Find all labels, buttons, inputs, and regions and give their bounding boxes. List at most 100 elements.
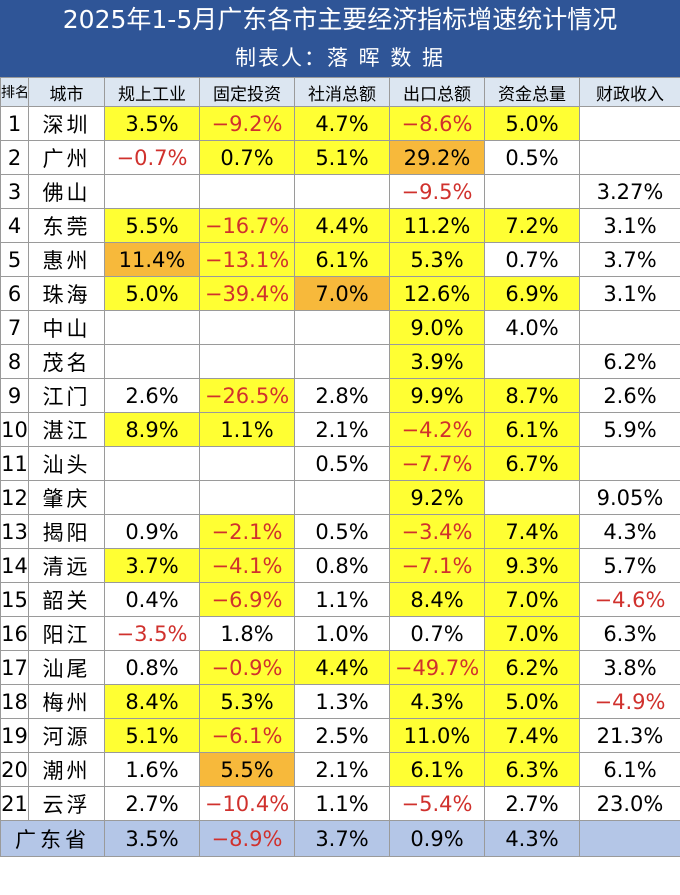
value-cell: 9.9%: [389, 378, 485, 413]
table-row: 7 中山 9.0% 4.0%: [0, 310, 680, 345]
value-cell: 2.1%: [294, 412, 390, 447]
value-cell: −39.4%: [199, 276, 295, 311]
city-cell: 阳江: [28, 616, 105, 651]
value-cell: 6.1%: [294, 242, 390, 277]
table-row: 15 韶关 0.4% −6.9% 1.1% 8.4% 7.0% −4.6%: [0, 582, 680, 617]
value-cell: [484, 174, 580, 209]
rank-cell: 1: [0, 106, 29, 141]
value-cell: [199, 344, 295, 379]
value-cell: 4.3%: [579, 514, 680, 549]
city-cell: 清远: [28, 548, 105, 583]
table-row: 5 惠州 11.4% −13.1% 6.1% 5.3% 0.7% 3.7%: [0, 242, 680, 277]
value-cell: 11.4%: [104, 242, 200, 277]
value-cell: 7.0%: [294, 276, 390, 311]
rank-cell: 7: [0, 310, 29, 345]
value-cell: 6.1%: [389, 752, 485, 787]
table-row: 17 汕尾 0.8% −0.9% 4.4% −49.7% 6.2% 3.8%: [0, 650, 680, 685]
table-row: 19 河源 5.1% −6.1% 2.5% 11.0% 7.4% 21.3%: [0, 718, 680, 753]
value-cell: 5.0%: [104, 276, 200, 311]
value-cell: 3.8%: [579, 650, 680, 685]
table-row: 9 江门 2.6% −26.5% 2.8% 9.9% 8.7% 2.6%: [0, 378, 680, 413]
value-cell: 0.5%: [294, 446, 390, 481]
value-cell: −9.2%: [199, 106, 295, 141]
value-cell: 3.7%: [579, 242, 680, 277]
value-cell: 11.0%: [389, 718, 485, 753]
value-cell: [484, 344, 580, 379]
column-header: 资金总量: [484, 77, 580, 107]
value-cell: −7.7%: [389, 446, 485, 481]
value-cell: [294, 174, 390, 209]
value-cell: 9.3%: [484, 548, 580, 583]
value-cell: 12.6%: [389, 276, 485, 311]
value-cell: 6.3%: [484, 752, 580, 787]
rank-cell: 6: [0, 276, 29, 311]
value-cell: 6.2%: [579, 344, 680, 379]
value-cell: 4.4%: [294, 650, 390, 685]
table-row: 21 云浮 2.7% −10.4% 1.1% −5.4% 2.7% 23.0%: [0, 786, 680, 821]
value-cell: [484, 480, 580, 515]
rank-cell: 21: [0, 786, 29, 821]
value-cell: 5.1%: [294, 140, 390, 175]
rank-cell: 15: [0, 582, 29, 617]
value-cell: −4.9%: [579, 684, 680, 719]
value-cell: 29.2%: [389, 140, 485, 175]
rank-cell: 5: [0, 242, 29, 277]
city-cell: 茂名: [28, 344, 105, 379]
value-cell: 0.4%: [104, 582, 200, 617]
city-cell: 湛江: [28, 412, 105, 447]
table-row: 12 肇庆 9.2% 9.05%: [0, 480, 680, 515]
table-row: 16 阳江 −3.5% 1.8% 1.0% 0.7% 7.0% 6.3%: [0, 616, 680, 651]
value-cell: 5.1%: [104, 718, 200, 753]
city-cell: 广州: [28, 140, 105, 175]
value-cell: −3.5%: [104, 616, 200, 651]
table-row: 4 东莞 5.5% −16.7% 4.4% 11.2% 7.2% 3.1%: [0, 208, 680, 243]
value-cell: 5.3%: [199, 684, 295, 719]
value-cell: 7.4%: [484, 718, 580, 753]
city-cell: 深圳: [28, 106, 105, 141]
value-cell: 2.1%: [294, 752, 390, 787]
total-value-cell: 3.7%: [294, 820, 390, 857]
city-cell: 汕头: [28, 446, 105, 481]
value-cell: 1.1%: [199, 412, 295, 447]
value-cell: 2.6%: [579, 378, 680, 413]
value-cell: 0.8%: [104, 650, 200, 685]
total-value-cell: −8.9%: [199, 820, 295, 857]
city-cell: 肇庆: [28, 480, 105, 515]
value-cell: 5.0%: [484, 106, 580, 141]
city-cell: 梅州: [28, 684, 105, 719]
city-cell: 揭阳: [28, 514, 105, 549]
rank-cell: 16: [0, 616, 29, 651]
value-cell: 3.27%: [579, 174, 680, 209]
value-cell: 8.9%: [104, 412, 200, 447]
column-header: 规上工业: [104, 77, 200, 107]
value-cell: [104, 480, 200, 515]
value-cell: 1.1%: [294, 786, 390, 821]
value-cell: 0.5%: [484, 140, 580, 175]
value-cell: 2.6%: [104, 378, 200, 413]
value-cell: 1.3%: [294, 684, 390, 719]
value-cell: −8.6%: [389, 106, 485, 141]
value-cell: −6.1%: [199, 718, 295, 753]
value-cell: [104, 446, 200, 481]
value-cell: 5.5%: [104, 208, 200, 243]
value-cell: 3.5%: [104, 106, 200, 141]
value-cell: 3.1%: [579, 208, 680, 243]
value-cell: 3.7%: [104, 548, 200, 583]
rank-cell: 9: [0, 378, 29, 413]
value-cell: 0.7%: [484, 242, 580, 277]
value-cell: 5.5%: [199, 752, 295, 787]
value-cell: 7.2%: [484, 208, 580, 243]
column-header: 排名: [0, 77, 29, 107]
value-cell: 5.9%: [579, 412, 680, 447]
table-body: 1 深圳 3.5% −9.2% 4.7% −8.6% 5.0% 2 广州 −0.7% 0.7% 5.1…: [0, 106, 680, 821]
value-cell: [294, 480, 390, 515]
table-row: 10 湛江 8.9% 1.1% 2.1% −4.2% 6.1% 5.9%: [0, 412, 680, 447]
column-header: 社消总额: [294, 77, 390, 107]
value-cell: −4.6%: [579, 582, 680, 617]
value-cell: 8.7%: [484, 378, 580, 413]
value-cell: −0.9%: [199, 650, 295, 685]
value-cell: 0.9%: [104, 514, 200, 549]
table-row: 6 珠海 5.0% −39.4% 7.0% 12.6% 6.9% 3.1%: [0, 276, 680, 311]
indicator-table: 排名 城市 规上工业 固定投资 社消总额 出口总额 资金总量 财政收入 1 深圳 3…: [0, 77, 680, 857]
value-cell: 6.9%: [484, 276, 580, 311]
